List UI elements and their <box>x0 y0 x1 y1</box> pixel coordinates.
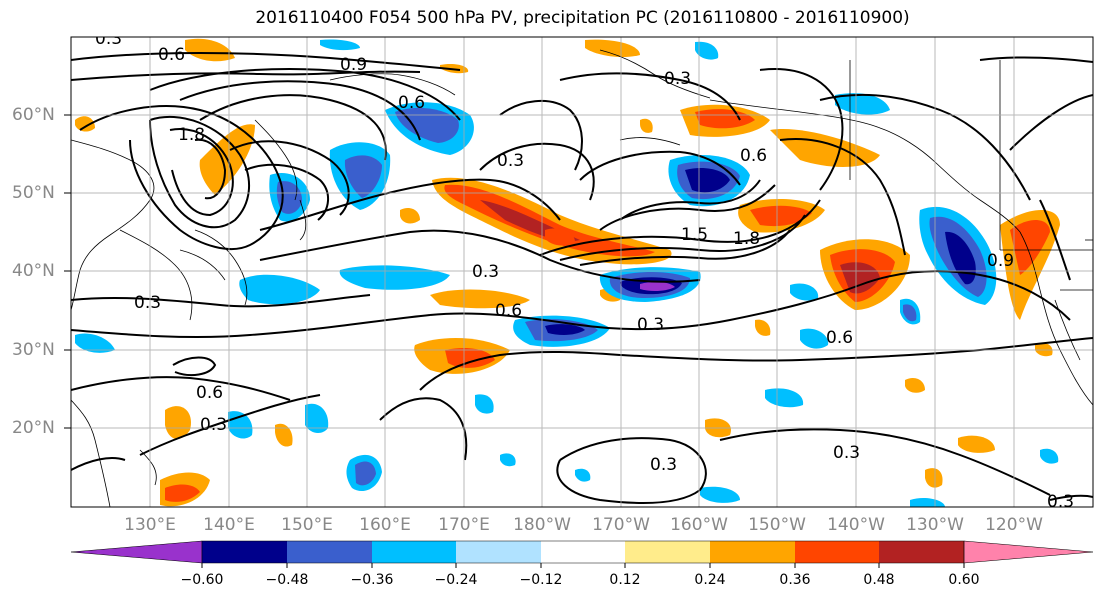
contour-label: 0.3 <box>1047 492 1074 512</box>
contour-label: 0.6 <box>158 45 185 65</box>
contour-label: 0.3 <box>95 29 122 49</box>
colorbar-tick-label: 0.48 <box>863 572 895 588</box>
lon-label: 170°W <box>592 515 650 535</box>
contour-label: 0.9 <box>340 55 367 75</box>
lon-label: 130°W <box>906 515 964 535</box>
colorbar-segment <box>879 541 964 563</box>
contour-label: 0.3 <box>497 151 524 171</box>
lat-label-40n: 40°N <box>12 261 55 281</box>
colorbar-segment <box>456 541 541 563</box>
lat-label-50n: 50°N <box>12 183 55 203</box>
lat-label-30n: 30°N <box>12 340 55 360</box>
map-title: 2016110400 F054 500 hPa PV, precipitatio… <box>255 8 910 28</box>
contour-labels: 0.6 0.9 0.6 1.8 0.3 0.6 0.3 0.6 0.3 0.6 … <box>95 29 1074 512</box>
lon-label: 150°W <box>748 515 806 535</box>
map-frame <box>70 36 1094 508</box>
colorbar <box>70 540 1094 568</box>
colorbar-tick-label: 0.36 <box>779 572 811 588</box>
colorbar-max-extension <box>963 540 1094 564</box>
contour-label: 0.6 <box>495 301 522 321</box>
lon-label: 160°W <box>670 515 728 535</box>
colorbar-segment <box>710 541 795 563</box>
contour-label: 0.6 <box>826 328 853 348</box>
colorbar-tick-label: 0.60 <box>948 572 980 588</box>
lon-label: 150°E <box>281 515 333 535</box>
contour-label: 0.3 <box>200 415 227 435</box>
lon-label: 120°W <box>985 515 1043 535</box>
contour-label: 1.5 <box>681 225 708 245</box>
colorbar-min-extension <box>70 540 203 564</box>
contour-label: 0.3 <box>664 69 691 89</box>
contour-label: 0.3 <box>650 455 677 475</box>
colorbar-tick-label: −0.60 <box>180 572 224 588</box>
colorbar-segment <box>202 541 287 563</box>
contour-label: 0.3 <box>637 315 664 335</box>
lon-label: 140°E <box>203 515 255 535</box>
colorbar-tick-label: −0.48 <box>265 572 309 588</box>
colorbar-segment <box>287 541 372 563</box>
gridlines <box>71 37 1093 507</box>
lon-label: 130°E <box>124 515 176 535</box>
contour-label: 1.8 <box>178 125 205 145</box>
contour-label: 0.6 <box>740 146 767 166</box>
lon-label: 160°E <box>359 515 411 535</box>
contour-label: 1.8 <box>733 229 760 249</box>
contour-label: 0.9 <box>987 251 1014 271</box>
lon-label: 140°W <box>827 515 885 535</box>
contour-label: 0.6 <box>196 383 223 403</box>
coastlines <box>71 49 1093 507</box>
colorbar-tick-label: 0.24 <box>694 572 726 588</box>
colorbar-tick-label: −0.12 <box>519 572 563 588</box>
contour-label: 0.3 <box>833 443 860 463</box>
colorbar-tick-label: −0.36 <box>350 572 394 588</box>
lon-label: 180°W <box>513 515 571 535</box>
contour-label: 0.3 <box>134 293 161 313</box>
contour-label: 0.3 <box>472 262 499 282</box>
lon-label: 170°E <box>438 515 490 535</box>
precip-shading <box>75 38 1060 507</box>
lat-label-20n: 20°N <box>12 418 55 438</box>
contour-label: 0.6 <box>398 93 425 113</box>
colorbar-segment <box>625 541 710 563</box>
colorbar-tick-label: −0.24 <box>434 572 478 588</box>
colorbar-segment <box>795 541 879 563</box>
colorbar-tick-label: 0.12 <box>609 572 641 588</box>
lat-label-60n: 60°N <box>12 105 55 125</box>
colorbar-segment <box>541 541 625 563</box>
colorbar-segment <box>372 541 456 563</box>
